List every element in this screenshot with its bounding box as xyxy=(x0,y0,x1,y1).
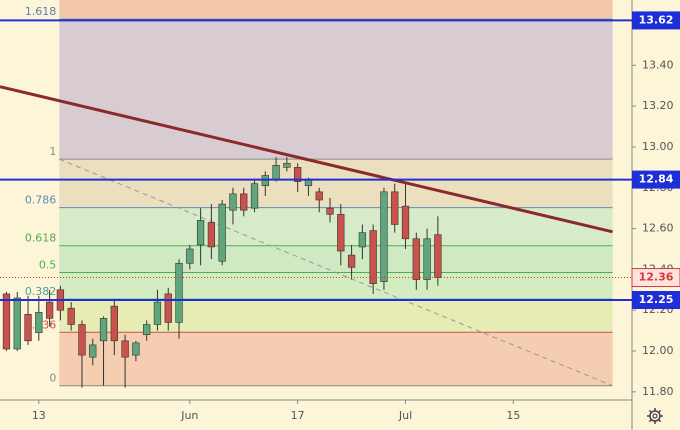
candle-body xyxy=(412,238,420,280)
price-label-box xyxy=(632,11,680,30)
candle-body xyxy=(401,205,410,240)
price-label-box xyxy=(632,170,680,189)
candle-body xyxy=(380,191,388,282)
y-tick-label: 11.80 xyxy=(642,385,674,398)
x-tick-label: Jul xyxy=(398,409,412,422)
fib-diagonal xyxy=(59,158,613,387)
x-tick-label: 15 xyxy=(506,409,520,422)
x-tick-label: 17 xyxy=(291,409,305,422)
y-tick-label: 13.20 xyxy=(642,99,674,112)
candle-body xyxy=(315,191,323,201)
fib-level-label: 0.786 xyxy=(25,194,57,207)
candle-body xyxy=(67,307,75,325)
candle-body xyxy=(132,342,140,356)
fib-zone xyxy=(59,0,613,20)
fib-level-label: 0 xyxy=(49,372,56,385)
candle-body xyxy=(283,162,291,168)
price-label: 13.62 xyxy=(639,13,674,26)
candle-body xyxy=(35,311,43,333)
y-tick-label: 13.00 xyxy=(642,140,674,153)
candle-body xyxy=(143,324,151,335)
candle-body xyxy=(110,305,118,342)
fib-level-label: 1.618 xyxy=(25,5,57,18)
fib-zone xyxy=(59,332,613,386)
y-tick-label: 12.60 xyxy=(642,222,674,235)
candle-body xyxy=(2,293,11,350)
y-tick-label: 12.00 xyxy=(642,344,674,357)
last-price-box xyxy=(631,268,680,288)
x-tick-label: Jun xyxy=(180,409,198,422)
fib-zone xyxy=(59,299,613,333)
candle-body xyxy=(99,318,108,342)
candle-body xyxy=(391,191,399,225)
trend-line xyxy=(0,85,613,234)
fib-zone xyxy=(59,272,613,300)
settings-icon[interactable] xyxy=(647,408,663,424)
candle-body xyxy=(13,297,21,350)
candle-body xyxy=(89,344,97,358)
candle-body xyxy=(229,193,237,211)
candle-body xyxy=(369,230,377,284)
candle-body xyxy=(153,301,162,325)
candle-body xyxy=(218,203,226,262)
y-tick-label: 13.40 xyxy=(642,58,674,71)
price-label: 12.25 xyxy=(639,293,674,306)
fib-level-label: 0.382 xyxy=(25,285,57,298)
fib-level-label: 0.618 xyxy=(25,232,57,245)
price-label: 12.84 xyxy=(639,173,674,186)
fib-level-label: 1 xyxy=(49,145,56,158)
candle-body xyxy=(164,293,172,323)
candle-body xyxy=(24,313,32,342)
candle-body xyxy=(347,254,356,268)
candle-body xyxy=(358,232,367,248)
candle-body xyxy=(45,301,54,319)
price-label-box xyxy=(632,291,680,309)
x-tick-label: 13 xyxy=(32,409,46,422)
candle-body xyxy=(121,340,129,358)
candle-body xyxy=(175,262,183,323)
candle-body xyxy=(294,167,302,182)
candle-body xyxy=(250,183,259,209)
candle-body xyxy=(337,213,345,252)
fib-zone xyxy=(59,207,613,246)
candle-body xyxy=(326,207,334,215)
fib-zone xyxy=(59,19,613,160)
candle-body xyxy=(434,234,442,278)
fib-zone xyxy=(59,245,613,273)
candle-body xyxy=(207,222,216,248)
candle-body xyxy=(272,165,280,180)
last-price-label: 12.36 xyxy=(639,271,674,284)
fib-level-label: 0.5 xyxy=(39,258,57,271)
candle-body xyxy=(196,220,205,246)
candle-body xyxy=(240,193,248,211)
candle-body xyxy=(261,175,269,187)
candle-body xyxy=(78,324,86,356)
candle-body xyxy=(423,238,431,280)
candle-body xyxy=(186,248,194,264)
